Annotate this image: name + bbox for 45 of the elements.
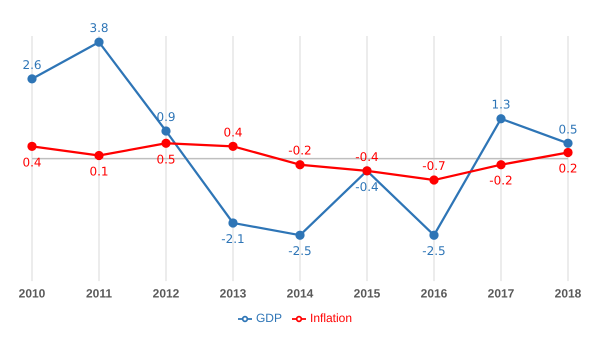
point — [295, 160, 305, 170]
point — [563, 148, 573, 158]
point — [228, 142, 238, 151]
data-label: 0.9 — [156, 110, 176, 124]
data-label: 0.5 — [156, 152, 176, 166]
x-tick-label: 2012 — [152, 286, 180, 301]
point — [295, 230, 305, 240]
data-label: -2.1 — [221, 232, 245, 246]
x-tick-label: 2018 — [554, 286, 582, 301]
x-tick-label: 2014 — [286, 286, 314, 301]
data-label: -0.2 — [489, 174, 513, 188]
data-label: 0.1 — [89, 164, 109, 179]
data-label: -2.5 — [288, 244, 312, 258]
x-tick-label: 2015 — [354, 286, 381, 301]
point — [429, 175, 439, 185]
point — [563, 138, 573, 148]
data-label: -0.2 — [288, 144, 312, 158]
point — [27, 74, 37, 84]
x-tick-label: 2010 — [18, 286, 46, 301]
data-label: -0.7 — [422, 159, 446, 174]
x-tick-label: 2016 — [420, 286, 448, 301]
data-label: 2.6 — [22, 58, 42, 72]
x-tick-label: 2011 — [86, 286, 112, 301]
point — [161, 138, 171, 148]
data-label: 0.4 — [223, 125, 243, 140]
point — [94, 150, 104, 160]
data-label: 1.3 — [491, 98, 511, 112]
point — [496, 160, 506, 170]
legend-label: GDP — [256, 311, 282, 326]
data-label: -0.4 — [355, 180, 379, 194]
data-label: -2.5 — [422, 244, 446, 258]
data-label: 0.4 — [22, 155, 42, 170]
data-label: -0.4 — [355, 150, 379, 164]
point — [496, 114, 506, 124]
point — [94, 38, 104, 47]
x-tick-label: 2017 — [488, 286, 515, 301]
point — [228, 218, 238, 228]
point — [429, 230, 439, 240]
data-label: 3.8 — [89, 21, 109, 36]
point — [161, 126, 171, 136]
data-label: 0.5 — [558, 122, 578, 136]
data-label: 0.2 — [558, 161, 578, 176]
x-tick-label: 2013 — [220, 286, 247, 301]
point — [27, 142, 37, 151]
legend-label: Inflation — [310, 311, 352, 326]
